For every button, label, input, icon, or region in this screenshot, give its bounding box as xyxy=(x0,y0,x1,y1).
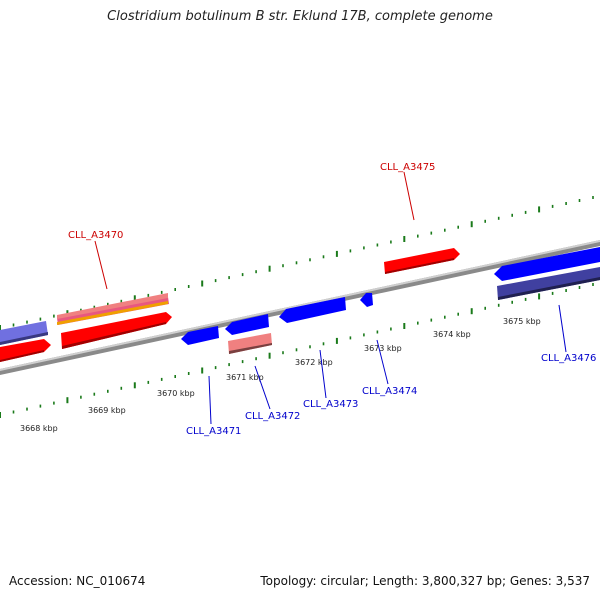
gene-labels: CLL_A3470 CLL_A3475 CLL_A3471 CLL_A3472 … xyxy=(68,162,596,437)
gene-reverse-left-shadow xyxy=(0,332,48,345)
gene-label-cll-a3475[interactable]: CLL_A3475 xyxy=(380,162,435,173)
gene-cll-a3472[interactable] xyxy=(225,314,269,335)
leader-cll-a3474 xyxy=(376,339,389,385)
gene-reverse-left[interactable] xyxy=(0,321,48,345)
gene-label-cll-a3476[interactable]: CLL_A3476 xyxy=(541,353,596,364)
ruler-label: 3668 kbp xyxy=(20,424,58,433)
gene-label-cll-a3471[interactable]: CLL_A3471 xyxy=(186,426,241,437)
ruler-label: 3669 kbp xyxy=(88,406,126,415)
gene-cll-a3476-dark[interactable] xyxy=(497,267,600,300)
gene-cll-a3472-shadow xyxy=(229,343,272,354)
leader-cll-a3476 xyxy=(558,304,567,353)
leader-cll-a3472 xyxy=(254,365,271,410)
gene-label-cll-a3474[interactable]: CLL_A3474 xyxy=(362,386,417,397)
gene-cll-a3470-top-salmon[interactable] xyxy=(57,293,168,319)
ruler-label: 3671 kbp xyxy=(226,373,264,382)
map-title: Clostridium botulinum B str. Eklund 17B,… xyxy=(107,9,493,24)
leader-cll-a3470 xyxy=(94,240,108,290)
gene-cll-a3470-shadow xyxy=(62,322,166,349)
leader-cll-a3471 xyxy=(208,375,212,425)
gene-cll-a3473[interactable] xyxy=(279,297,346,323)
gene-label-leaders xyxy=(94,171,567,425)
gene-cll-a3472-pink[interactable] xyxy=(228,333,272,354)
ruler-label: 3673 kbp xyxy=(364,344,402,353)
gene-label-cll-a3472[interactable]: CLL_A3472 xyxy=(245,411,300,422)
ruler-label: 3672 kbp xyxy=(295,358,333,367)
gene-cll-a3475[interactable] xyxy=(384,248,460,274)
leader-cll-a3475 xyxy=(403,171,415,221)
forward-genes xyxy=(0,248,460,362)
ruler-label: 3670 kbp xyxy=(157,389,195,398)
ruler-label: 3674 kbp xyxy=(433,330,471,339)
gene-cll-a3470[interactable] xyxy=(61,312,172,349)
genome-summary-text: Topology: circular; Length: 3,800,327 bp… xyxy=(260,574,590,588)
gene-label-cll-a3470[interactable]: CLL_A3470 xyxy=(68,230,123,241)
gene-cll-a3471[interactable] xyxy=(181,326,219,345)
gene-cll-a3474[interactable] xyxy=(360,293,373,307)
gene-forward-left[interactable] xyxy=(0,339,51,362)
ruler-label: 3675 kbp xyxy=(503,317,541,326)
gene-cll-a3476[interactable] xyxy=(494,247,600,281)
gene-cll-a3475-shadow xyxy=(385,258,454,274)
gene-cll-a3476-dark-shadow xyxy=(498,277,600,300)
accession-text: Accession: NC_010674 xyxy=(9,574,146,588)
leader-cll-a3473 xyxy=(319,349,327,399)
genome-backbone-highlight xyxy=(0,240,600,371)
lower-ruler-ticks xyxy=(0,283,594,418)
ruler-labels: 3668 kbp 3669 kbp 3670 kbp 3671 kbp 3672… xyxy=(20,317,541,433)
gene-cll-a3470-top-orange[interactable] xyxy=(57,301,168,325)
gene-label-cll-a3473[interactable]: CLL_A3473 xyxy=(303,399,358,410)
reverse-genes xyxy=(0,247,600,345)
gene-forward-left-shadow xyxy=(0,350,44,362)
